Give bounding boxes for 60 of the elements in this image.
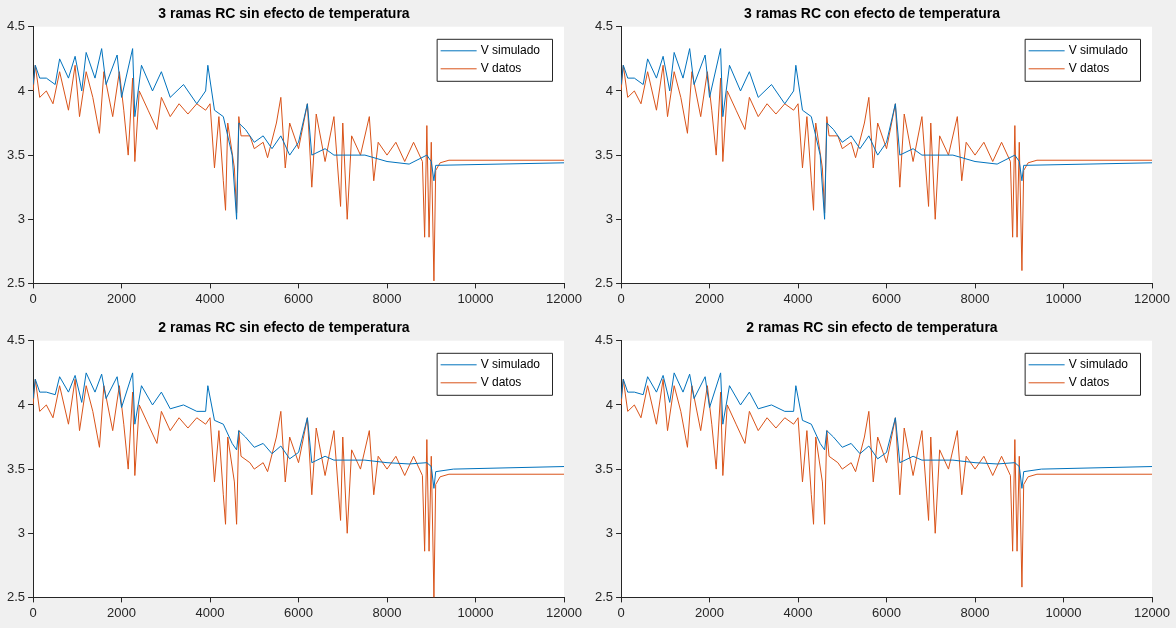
x-tick-label: 6000 [872, 604, 901, 620]
legend-label: V simulado [1068, 357, 1129, 372]
x-tick-label: 12000 [545, 604, 583, 620]
x-tick-label: 0 [29, 290, 37, 306]
x-tick-label: 4000 [195, 290, 225, 306]
y-tick-label: 3 [605, 524, 614, 540]
x-tick-label: 0 [617, 604, 625, 620]
x-tick-label: 10000 [1045, 604, 1082, 620]
y-tick-label: 3 [17, 524, 26, 540]
x-tick-label: 2000 [695, 290, 725, 306]
x-tick-label: 8000 [372, 604, 402, 620]
x-tick-label: 0 [29, 604, 37, 620]
y-tick-label: 4 [17, 82, 26, 98]
x-tick-label: 8000 [960, 604, 990, 620]
x-tick-label: 2000 [695, 604, 725, 620]
x-tick-label: 10000 [457, 604, 494, 620]
y-tick-label: 4.5 [6, 332, 26, 348]
x-tick-label: 6000 [872, 290, 901, 306]
y-tick-label: 2.5 [594, 588, 614, 604]
y-tick-label: 3.5 [6, 460, 26, 476]
legend-label: V datos [480, 375, 522, 390]
legend-label: V datos [1068, 61, 1110, 76]
x-tick-label: 6000 [284, 290, 313, 306]
chart-title: 3 ramas RC con efecto de temperatura [744, 5, 1001, 22]
legend-label: V datos [480, 61, 522, 76]
x-tick-label: 12000 [545, 290, 583, 306]
x-tick-label: 12000 [1133, 290, 1171, 306]
x-tick-label: 2000 [107, 604, 137, 620]
chart-title: 2 ramas RC sin efecto de temperatura [746, 319, 998, 336]
x-tick-label: 10000 [457, 290, 494, 306]
legend-label: V simulado [1068, 43, 1129, 58]
y-tick-label: 3.5 [594, 146, 614, 162]
x-tick-label: 4000 [195, 604, 225, 620]
y-tick-label: 2.5 [6, 274, 26, 290]
chart-title: 3 ramas RC sin efecto de temperatura [158, 5, 410, 22]
x-tick-label: 8000 [372, 290, 402, 306]
y-tick-label: 4.5 [594, 332, 614, 348]
chart-title: 2 ramas RC sin efecto de temperatura [158, 319, 410, 336]
y-tick-label: 4 [17, 396, 26, 412]
y-tick-label: 4.5 [594, 18, 614, 34]
x-tick-label: 6000 [284, 604, 313, 620]
legend-label: V simulado [480, 43, 541, 58]
x-tick-label: 12000 [1133, 604, 1171, 620]
y-tick-label: 3.5 [6, 146, 26, 162]
y-tick-label: 3.5 [594, 460, 614, 476]
x-tick-label: 4000 [783, 604, 813, 620]
x-tick-label: 4000 [783, 290, 813, 306]
x-tick-label: 10000 [1045, 290, 1082, 306]
y-tick-label: 3 [17, 210, 26, 226]
x-tick-label: 2000 [107, 290, 137, 306]
y-tick-label: 2.5 [6, 588, 26, 604]
x-tick-label: 8000 [960, 290, 990, 306]
y-tick-label: 4 [605, 82, 614, 98]
y-tick-label: 4 [605, 396, 614, 412]
legend-label: V datos [1068, 375, 1110, 390]
x-tick-label: 0 [617, 290, 625, 306]
y-tick-label: 4.5 [6, 18, 26, 34]
y-tick-label: 2.5 [594, 274, 614, 290]
legend-label: V simulado [480, 357, 541, 372]
y-tick-label: 3 [605, 210, 614, 226]
